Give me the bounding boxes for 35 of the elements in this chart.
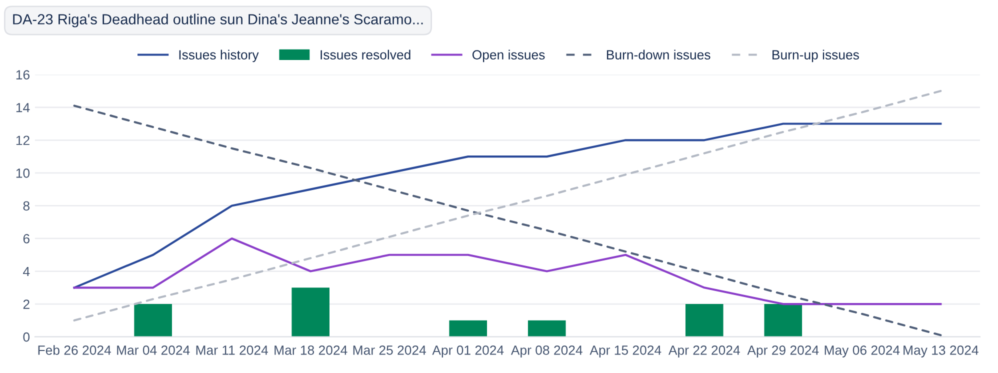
bar xyxy=(764,304,802,337)
x-tick-label: Mar 25 2024 xyxy=(353,346,426,355)
legend-label: Open issues xyxy=(472,50,545,62)
y-tick-label: 6 xyxy=(23,234,30,244)
x-tick-label: Apr 29 2024 xyxy=(747,346,819,358)
bar xyxy=(685,304,724,337)
bar xyxy=(134,304,172,337)
x-tick-label: May 06 2024 xyxy=(824,346,900,358)
x-tick-label: Apr 01 2024 xyxy=(432,346,504,358)
x-tick-label: Apr 08 2024 xyxy=(510,346,582,358)
bar xyxy=(528,320,566,337)
legend-label: Issues resolved xyxy=(320,50,410,60)
x-tick-label: Mar 18 2024 xyxy=(274,346,348,355)
x-tick-label: May 13 2024 xyxy=(904,346,978,358)
bar xyxy=(292,288,330,337)
line-series xyxy=(73,237,942,306)
y-tick-label: 12 xyxy=(16,136,30,145)
x-tick-label: Mar 04 2024 xyxy=(117,346,190,355)
x-tick-label: Apr 15 2024 xyxy=(590,346,662,358)
legend-label: Burn-up issues xyxy=(772,50,859,62)
y-tick-label: 14 xyxy=(16,103,30,112)
y-tick-label: 10 xyxy=(16,168,30,178)
y-tick-label: 16 xyxy=(16,70,30,80)
x-tick-label: Apr 22 2024 xyxy=(668,346,740,358)
line-series xyxy=(73,122,942,289)
y-tick-label: 8 xyxy=(23,201,30,211)
y-tick-label: 2 xyxy=(23,300,30,309)
legend-label: Burn-down issues xyxy=(606,50,710,60)
x-tick-label: Mar 11 2024 xyxy=(196,346,268,355)
bar xyxy=(449,320,488,337)
text: DA-23 Riga's Deadhead outline sun Dina's Jeanne's Scaramo... xyxy=(13,14,423,28)
y-tick-label: 4 xyxy=(23,266,30,276)
y-tick-label: 0 xyxy=(23,332,30,342)
legend-label: Issues history xyxy=(179,50,259,62)
x-tick-label: Feb 26 2024 xyxy=(38,345,111,355)
